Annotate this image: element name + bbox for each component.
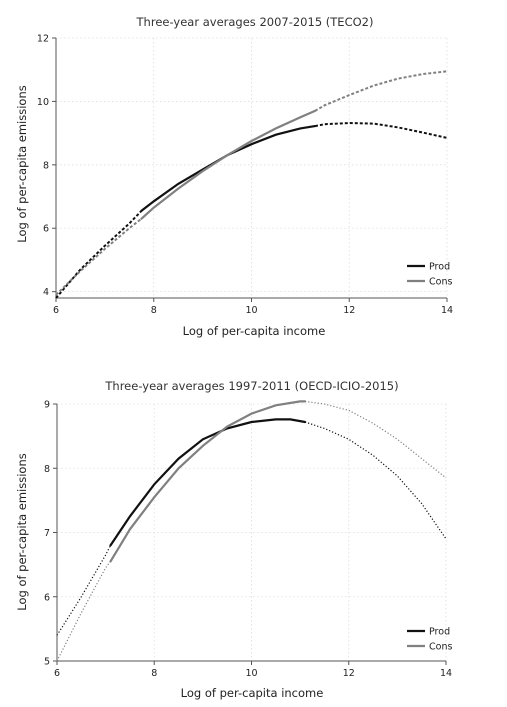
x-tick-label: 6 <box>54 668 60 679</box>
series-cons-line <box>109 400 307 563</box>
y-axis-label: Log of per-capita emissions <box>15 85 29 243</box>
chart-title: Three-year averages 2007-2015 (TECO2) <box>136 15 374 29</box>
legend-label-cons: Cons <box>429 277 452 288</box>
series-cons-extrapolation-right <box>304 400 447 479</box>
series-prod-extrapolation-right <box>304 421 447 540</box>
y-tick-label: 10 <box>37 97 49 108</box>
legend-label-cons: Cons <box>429 642 452 653</box>
series-prod-extrapolation-left <box>56 545 112 636</box>
x-tick-label: 8 <box>151 305 157 316</box>
y-tick-label: 6 <box>44 592 50 603</box>
x-tick-label: 8 <box>151 668 157 679</box>
y-tick-label: 12 <box>37 34 49 45</box>
x-tick-label: 12 <box>343 305 355 316</box>
series-cons-extrapolation-left <box>55 217 143 296</box>
chart-title: Three-year averages 1997-2011 (OECD-ICIO… <box>104 379 398 393</box>
series-cons-extrapolation-left <box>56 561 111 662</box>
y-tick-label: 8 <box>43 160 49 171</box>
x-axis-label: Log of per-capita income <box>181 686 324 700</box>
y-tick-label: 6 <box>43 224 49 235</box>
x-axis-label: Log of per-capita income <box>183 324 326 338</box>
legend-label-prod: Prod <box>429 262 450 273</box>
series-prod-line <box>109 418 307 547</box>
chart-panel-teco2: Three-year averages 2007-2015 (TECO2) Lo… <box>15 15 453 338</box>
series-cons-line <box>140 109 317 220</box>
x-tick-label: 6 <box>53 305 59 316</box>
y-tick-label: 4 <box>43 287 49 298</box>
x-tick-label: 14 <box>441 305 453 316</box>
y-tick-label: 9 <box>44 400 50 411</box>
legend-label-prod: Prod <box>429 627 450 638</box>
y-tick-label: 5 <box>44 657 50 668</box>
x-tick-label: 12 <box>343 668 355 679</box>
x-tick-label: 10 <box>245 305 257 316</box>
series-cons-extrapolation-right <box>314 70 448 112</box>
x-tick-label: 14 <box>440 668 452 679</box>
chart-panel-oecd: Three-year averages 1997-2011 (OECD-ICIO… <box>15 379 452 700</box>
y-tick-label: 8 <box>44 464 50 475</box>
x-tick-label: 10 <box>245 668 257 679</box>
series-prod-extrapolation-right <box>314 121 448 139</box>
series-prod-extrapolation-left <box>55 210 143 299</box>
y-axis-label: Log of per-capita emissions <box>15 453 29 611</box>
y-tick-label: 7 <box>44 528 50 539</box>
